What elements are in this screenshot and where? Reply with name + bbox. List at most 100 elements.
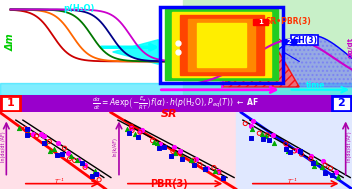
Point	[94, 173, 100, 176]
Point	[30, 133, 36, 136]
Point	[139, 128, 145, 131]
Point	[308, 157, 314, 160]
Text: time: time	[306, 81, 326, 90]
Point	[128, 126, 133, 129]
Polygon shape	[113, 40, 158, 64]
Point	[72, 159, 77, 162]
Point	[41, 142, 46, 145]
Bar	[183, 0, 352, 94]
Point	[259, 132, 265, 135]
Point	[24, 128, 30, 131]
Point	[320, 160, 326, 163]
Bar	[172, 12, 271, 77]
Point	[151, 140, 157, 143]
Point	[172, 145, 177, 148]
Text: T⁻¹: T⁻¹	[168, 179, 177, 184]
Point	[202, 168, 207, 171]
Bar	[0, 0, 183, 94]
Point	[25, 132, 31, 135]
Point	[74, 159, 80, 162]
Point	[137, 131, 143, 134]
Point	[271, 133, 276, 136]
Text: GH(3): GH(3)	[292, 36, 317, 45]
Point	[312, 164, 317, 167]
Point	[283, 142, 289, 145]
Text: ln(k/AF): ln(k/AF)	[113, 137, 118, 156]
Point	[322, 163, 328, 167]
Point	[126, 132, 132, 135]
Text: PBR(3): PBR(3)	[150, 179, 188, 189]
Point	[310, 162, 316, 165]
Text: Δm: Δm	[5, 34, 15, 51]
Point	[172, 152, 177, 155]
Point	[25, 128, 31, 131]
Text: ln(dα/dt /AF): ln(dα/dt /AF)	[1, 132, 6, 162]
FancyBboxPatch shape	[332, 96, 351, 111]
Point	[128, 125, 134, 128]
Point	[191, 163, 197, 166]
Point	[202, 167, 207, 170]
Point	[188, 159, 194, 162]
Point	[89, 175, 95, 178]
FancyBboxPatch shape	[1, 96, 20, 111]
Point	[264, 133, 270, 136]
Point	[264, 134, 269, 137]
Point	[285, 149, 291, 152]
Point	[328, 167, 333, 170]
Point	[23, 127, 28, 130]
Point	[96, 178, 102, 181]
Point	[34, 134, 39, 137]
Point	[220, 177, 226, 180]
Text: T⁻¹: T⁻¹	[288, 179, 298, 184]
Point	[212, 170, 218, 173]
Bar	[282, 39, 296, 44]
Point	[79, 161, 84, 164]
Text: 2: 2	[338, 98, 345, 108]
Point	[68, 155, 74, 158]
Point	[93, 173, 99, 176]
Text: SR: SR	[161, 109, 177, 119]
Point	[283, 147, 289, 150]
Bar	[0, 112, 236, 189]
Point	[319, 165, 325, 168]
Point	[335, 176, 340, 179]
Point	[135, 135, 140, 138]
Point	[124, 128, 130, 131]
Point	[329, 174, 335, 177]
Point	[194, 157, 199, 160]
Point	[156, 146, 162, 149]
Point	[205, 167, 210, 170]
Point	[179, 155, 185, 158]
Point	[59, 153, 65, 156]
Point	[179, 158, 185, 161]
Point	[51, 147, 57, 150]
Point	[154, 141, 160, 144]
Bar	[160, 7, 283, 83]
Point	[41, 134, 46, 137]
Point	[297, 150, 303, 153]
Point	[314, 160, 319, 163]
Point	[249, 128, 254, 131]
Point	[177, 150, 183, 153]
Point	[333, 171, 339, 174]
Point	[308, 155, 313, 158]
Point	[56, 142, 61, 145]
Point	[62, 147, 67, 150]
Text: SR•PBR(3): SR•PBR(3)	[266, 17, 312, 26]
Point	[250, 120, 256, 123]
Point	[42, 141, 48, 144]
Point	[170, 150, 176, 153]
Point	[25, 130, 30, 133]
Text: 1: 1	[7, 98, 14, 108]
Point	[161, 146, 167, 149]
Text: ln(dα/dt /AF): ln(dα/dt /AF)	[347, 132, 352, 162]
Point	[129, 129, 135, 132]
Point	[150, 139, 155, 142]
Point	[38, 133, 44, 136]
Bar	[197, 23, 246, 67]
Text: 2: 2	[286, 39, 291, 45]
Point	[294, 149, 299, 152]
Point	[46, 140, 52, 143]
Point	[243, 122, 248, 125]
Point	[216, 171, 222, 174]
